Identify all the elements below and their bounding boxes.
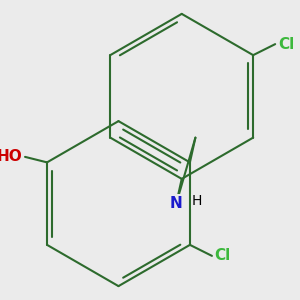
Text: H: H bbox=[191, 194, 202, 208]
Text: N: N bbox=[170, 196, 183, 211]
Text: Cl: Cl bbox=[215, 248, 231, 263]
Text: HO: HO bbox=[0, 149, 22, 164]
Text: Cl: Cl bbox=[278, 37, 294, 52]
